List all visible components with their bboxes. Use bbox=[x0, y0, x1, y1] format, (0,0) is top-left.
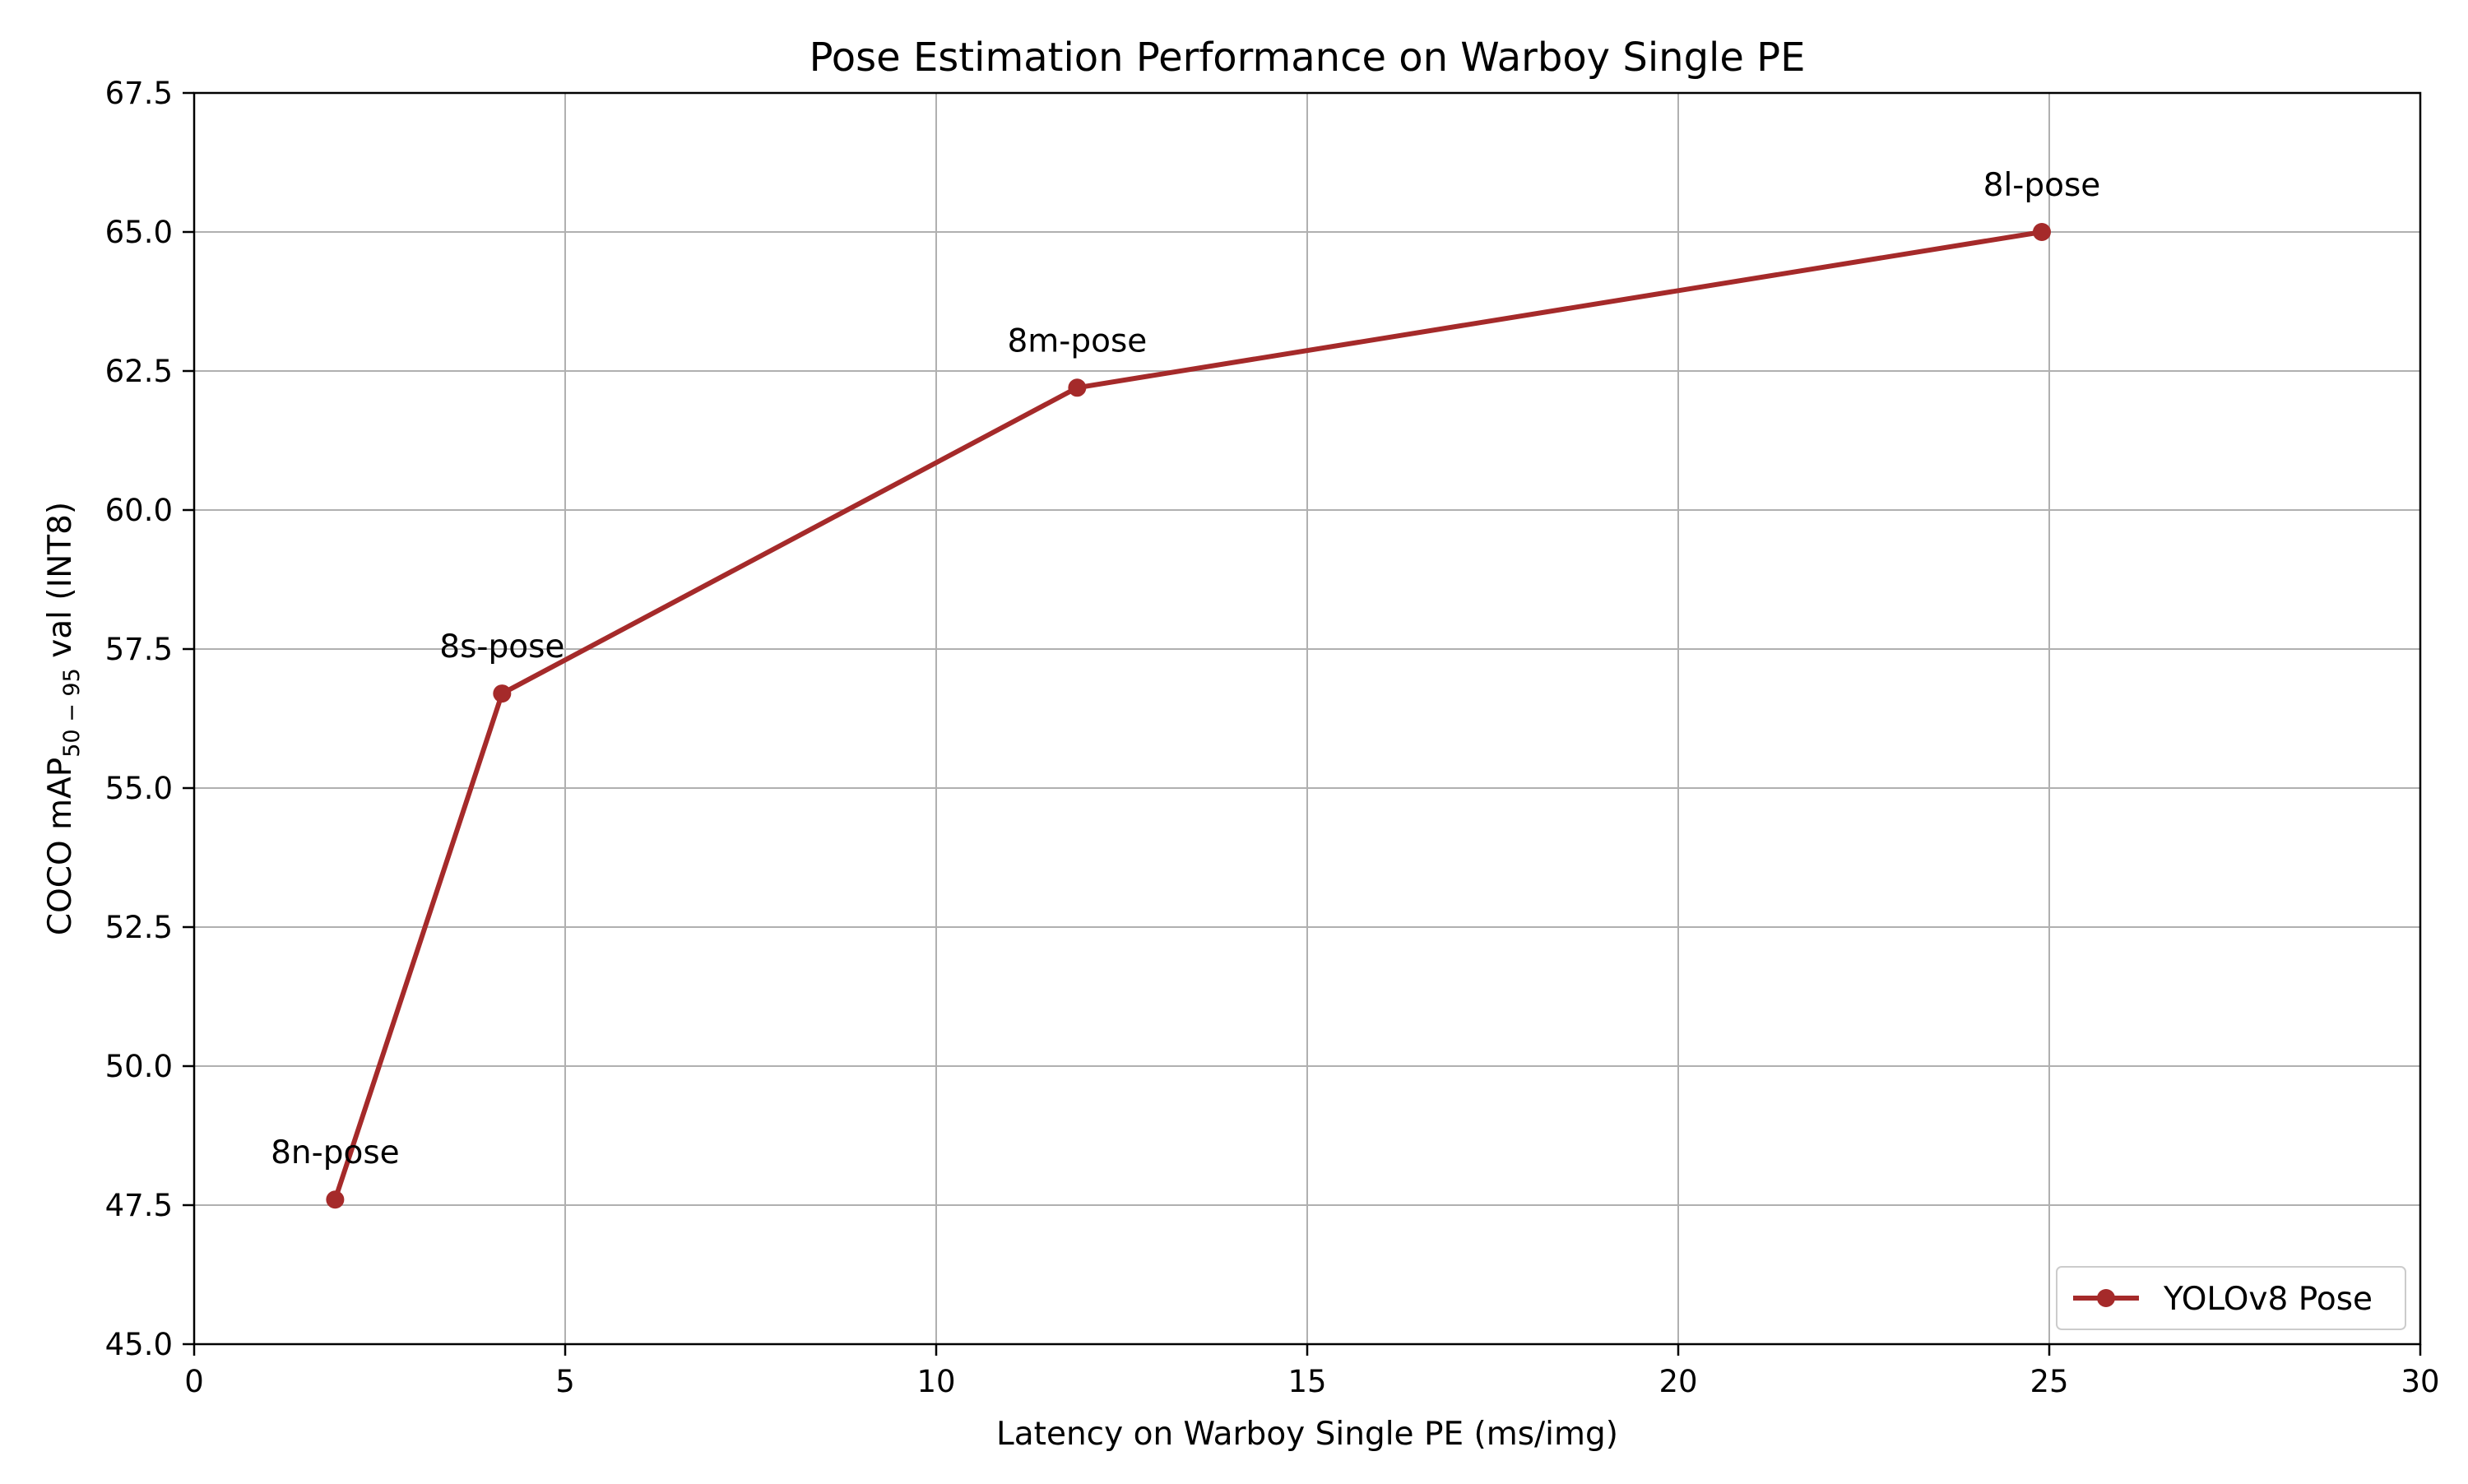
x-tick-label: 25 bbox=[2030, 1364, 2068, 1399]
legend-box bbox=[2056, 1266, 2406, 1330]
chart-title: Pose Estimation Performance on Warboy Si… bbox=[810, 35, 1806, 81]
series-layer bbox=[326, 223, 2051, 1209]
x-tick-label: 5 bbox=[555, 1364, 575, 1399]
y-axis-label-subscript: 50 − 95 bbox=[59, 668, 85, 758]
y-tick-label: 67.5 bbox=[105, 76, 173, 111]
data-point-marker bbox=[326, 1190, 345, 1209]
y-axis-label: COCO mAP50 − 95 val (INT8) bbox=[42, 502, 85, 935]
y-tick-label: 50.0 bbox=[105, 1049, 173, 1084]
y-tick-label: 57.5 bbox=[105, 632, 173, 667]
point-annotations: 8n-pose 8s-pose 8m-pose 8l-pose bbox=[271, 167, 2100, 1171]
x-tick-label: 15 bbox=[1287, 1364, 1326, 1399]
y-tick-label: 52.5 bbox=[105, 910, 173, 945]
legend-marker bbox=[2097, 1289, 2115, 1307]
y-axis-label-suffix: val (INT8) bbox=[42, 502, 79, 668]
x-tick-label: 0 bbox=[184, 1364, 204, 1399]
x-tick-label: 30 bbox=[2401, 1364, 2439, 1399]
x-axis-label: Latency on Warboy Single PE (ms/img) bbox=[996, 1416, 1618, 1453]
legend: YOLOv8 Pose bbox=[2056, 1266, 2406, 1330]
axis-ticks: 0 5 10 15 20 25 30 45.0 47.5 50.0 52.5 55.0 57.5 60.0… bbox=[105, 76, 2440, 1399]
data-point-marker bbox=[1068, 378, 1087, 397]
legend-entry-label: YOLOv8 Pose bbox=[2163, 1281, 2373, 1318]
series-line bbox=[332, 230, 2044, 1203]
point-label: 8s-pose bbox=[439, 628, 564, 665]
point-label: 8n-pose bbox=[271, 1134, 400, 1171]
y-tick-label: 47.5 bbox=[105, 1188, 173, 1223]
point-label: 8m-pose bbox=[1007, 322, 1147, 359]
x-tick-label: 20 bbox=[1658, 1364, 1697, 1399]
y-tick-label: 55.0 bbox=[105, 771, 173, 806]
point-label: 8l-pose bbox=[1983, 167, 2101, 204]
data-point-marker bbox=[493, 684, 512, 703]
y-axis-label-prefix: COCO mAP bbox=[42, 758, 79, 935]
y-tick-label: 62.5 bbox=[105, 354, 173, 389]
y-tick-label: 60.0 bbox=[105, 493, 173, 528]
data-point-marker bbox=[2032, 223, 2051, 241]
y-tick-label: 45.0 bbox=[105, 1327, 173, 1362]
y-tick-label: 65.0 bbox=[105, 215, 173, 250]
x-tick-label: 10 bbox=[916, 1364, 955, 1399]
